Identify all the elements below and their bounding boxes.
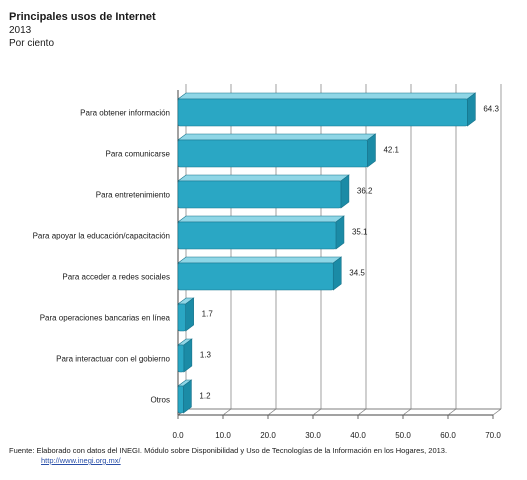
bar-end-face — [183, 338, 193, 373]
chart-subtitle: 2013 — [9, 25, 32, 36]
x-tick-label: 20.0 — [260, 431, 276, 440]
bar-group — [177, 379, 193, 414]
bar-group — [177, 297, 195, 332]
category-label: Para comunicarse — [106, 150, 171, 159]
gridline-floor — [447, 408, 457, 416]
bars — [177, 92, 477, 414]
value-label: 1.7 — [202, 310, 214, 319]
category-label: Para operaciones bancarias en línea — [40, 314, 171, 323]
gridline-floor — [357, 408, 367, 416]
bar-end-face — [340, 174, 350, 209]
bar-group — [177, 174, 350, 209]
category-label: Otros — [150, 396, 170, 405]
source-link[interactable]: http://www.inegi.org.mx/ — [41, 456, 121, 465]
bar-group — [177, 256, 343, 291]
bar — [177, 385, 184, 414]
x-tick-label: 0.0 — [172, 431, 184, 440]
bar-chart: Para obtener información Para comunicarse… — [33, 84, 502, 440]
bar-end-face — [332, 256, 342, 291]
bar-top-face — [177, 133, 377, 141]
bar-top-face — [177, 215, 345, 223]
value-label: 35.1 — [352, 228, 368, 237]
value-label: 1.2 — [199, 392, 211, 401]
category-label: Para interactuar con el gobierno — [56, 355, 170, 364]
category-labels: Para obtener información Para comunicarse… — [33, 109, 171, 405]
category-label: Para acceder a redes sociales — [62, 273, 170, 282]
gridline-floor — [402, 408, 412, 416]
category-label: Para apoyar la educación/capacitación — [33, 232, 170, 241]
bar-top-face — [177, 92, 477, 100]
bar — [177, 303, 186, 332]
chart-unit-label: Por ciento — [9, 38, 55, 49]
x-tick-label: 50.0 — [395, 431, 411, 440]
bar-end-face — [183, 379, 192, 414]
title-block: Principales usos de Internet 2013 Por ci… — [9, 10, 156, 50]
value-label: 1.3 — [200, 351, 212, 360]
bar — [177, 139, 368, 168]
x-tick-label: 10.0 — [215, 431, 231, 440]
gridline-floor — [222, 408, 232, 416]
x-axis-ticks: 0.0 10.0 20.0 30.0 40.0 50.0 60.0 70.0 — [172, 431, 501, 440]
value-label: 36.2 — [357, 187, 373, 196]
bar-end-face — [367, 133, 376, 168]
gridline-floor — [312, 408, 322, 416]
bar-end-face — [185, 297, 194, 332]
bar — [177, 344, 185, 373]
bar — [177, 98, 468, 127]
source-text: Fuente: Elaborado con datos del INEGI. M… — [9, 446, 448, 455]
bar — [177, 262, 334, 291]
gridline-floor — [267, 408, 277, 416]
x-tick-label: 60.0 — [440, 431, 456, 440]
category-label: Para entretenimiento — [96, 191, 171, 200]
bar-group — [177, 92, 477, 127]
bar-group — [177, 215, 345, 250]
bar — [177, 180, 342, 209]
chart-title: Principales usos de Internet — [9, 11, 156, 23]
bar-end-face — [335, 215, 345, 250]
bar-end-face — [467, 92, 476, 127]
gridline-floor — [492, 408, 502, 416]
x-tick-label: 40.0 — [350, 431, 366, 440]
value-label: 64.3 — [483, 105, 499, 114]
bar — [177, 221, 337, 250]
x-tick-label: 30.0 — [305, 431, 321, 440]
value-label: 42.1 — [383, 146, 399, 155]
bar-top-face — [177, 174, 350, 182]
x-tick-label: 70.0 — [485, 431, 501, 440]
bar-group — [177, 133, 377, 168]
category-label: Para obtener información — [80, 109, 170, 118]
value-label: 34.5 — [349, 269, 365, 278]
source-note: Fuente: Elaborado con datos del INEGI. M… — [9, 446, 524, 466]
bar-group — [177, 338, 193, 373]
value-labels: 64.3 42.1 36.2 35.1 34.5 1.7 1.3 1.2 — [199, 105, 499, 401]
bar-top-face — [177, 256, 343, 264]
